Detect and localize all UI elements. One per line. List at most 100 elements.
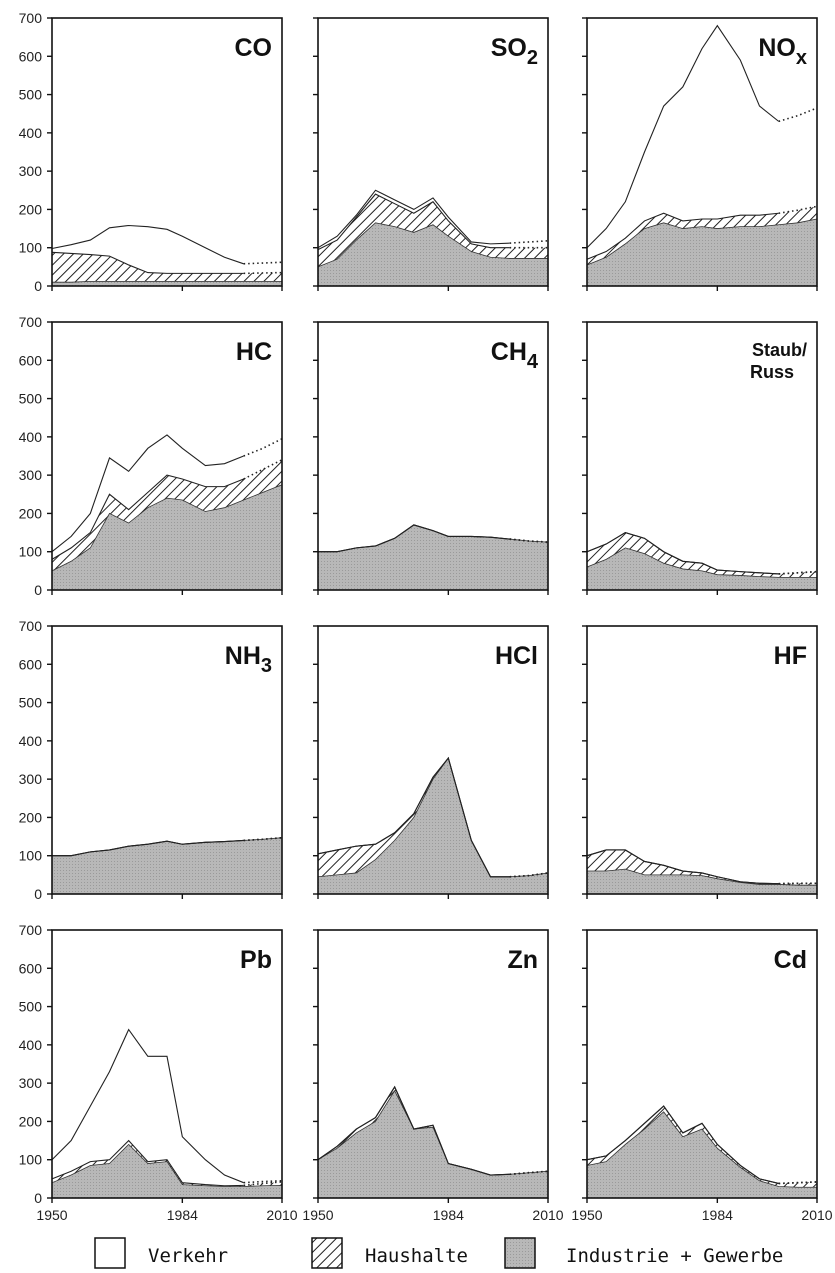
y-tick-label: 100 — [19, 544, 43, 560]
series-verkehr-line-projection — [243, 1179, 283, 1184]
legend-swatch-industrie — [504, 1237, 536, 1269]
panel-title-subscript: 4 — [527, 351, 539, 373]
series-haushalte-area — [52, 252, 282, 283]
panel-frame — [317, 17, 549, 287]
y-tick-label: 0 — [34, 1190, 42, 1206]
series-haushalte-line — [317, 756, 510, 878]
panel-frame — [51, 17, 283, 287]
series-verkehr-line — [317, 189, 510, 249]
series-haushalte-area — [587, 532, 817, 578]
y-tick-label: 600 — [19, 960, 43, 976]
panel-title: HCl — [495, 642, 538, 670]
series-haushalte-line — [586, 849, 779, 885]
panel-frame — [317, 625, 549, 895]
panel-title: SO2 — [491, 34, 538, 69]
series-verkehr-line-projection — [243, 261, 283, 265]
series-haushalte-line — [52, 839, 244, 857]
y-tick-label: 700 — [19, 314, 43, 330]
panel-title: CH4 — [491, 338, 539, 373]
x-tick-label: 1984 — [702, 1207, 733, 1223]
x-tick-label: 1984 — [167, 1207, 198, 1223]
panel-title-main: SO — [491, 34, 527, 62]
legend-swatch-haushalte — [311, 1237, 343, 1269]
series-haushalte-line-projection — [243, 271, 283, 275]
y-tick-label: 100 — [19, 240, 43, 256]
panel-hf: HF — [582, 625, 818, 899]
panel-title-main: Pb — [240, 946, 272, 974]
panel-title-main: NO — [758, 34, 796, 62]
panel-title-main: HC — [236, 338, 272, 366]
legend-label-verkehr: Verkehr — [148, 1245, 228, 1267]
panel-title-main: CO — [235, 34, 273, 62]
series-verkehr-line-projection — [509, 240, 549, 244]
y-tick-label: 600 — [19, 352, 43, 368]
series-verkehr-line — [586, 24, 780, 249]
panel-hc: 0 100 200 300 400 500 600 700 HC — [19, 314, 283, 598]
y-tick-label: 300 — [19, 771, 43, 787]
y-tick-label: 500 — [19, 391, 43, 407]
legend-label-haushalte: Haushalte — [365, 1245, 468, 1267]
y-tick-label: 0 — [34, 278, 42, 294]
panel-frame — [51, 929, 283, 1199]
x-tick-label: 1984 — [433, 1207, 464, 1223]
y-tick-label: 100 — [19, 1152, 43, 1168]
series-haushalte-line — [51, 474, 244, 560]
y-tick-label: 400 — [19, 125, 43, 141]
series-haushalte-line-projection — [778, 1181, 818, 1185]
legend-label-industrie: Industrie + Gewerbe — [566, 1245, 783, 1267]
y-tick-label: 700 — [19, 10, 43, 26]
panel-frame — [51, 625, 283, 895]
series-haushalte-line-projection — [243, 836, 283, 842]
panel-so2: SO2 — [313, 17, 549, 291]
series-haushalte-line — [51, 251, 244, 274]
series-haushalte-line — [51, 1139, 244, 1187]
series-industrie-area — [51, 1143, 283, 1199]
y-tick-label: 600 — [19, 48, 43, 64]
y-tick-label: 200 — [19, 1113, 43, 1129]
series-haushalte-line-projection — [243, 1181, 283, 1187]
y-tick-label: 500 — [19, 87, 43, 103]
series-haushalte-area — [587, 849, 817, 886]
series-haushalte-line-projection — [509, 1170, 549, 1176]
series-haushalte-line-projection — [509, 538, 549, 543]
y-tick-label: 600 — [19, 656, 43, 672]
series-haushalte-area — [318, 758, 548, 877]
series-industrie-area — [51, 837, 283, 895]
panel-title: CO — [235, 34, 273, 62]
x-tick-label: 1950 — [302, 1207, 333, 1223]
y-tick-label: 400 — [19, 733, 43, 749]
panel-frame — [317, 321, 549, 591]
legend-swatch-verkehr — [94, 1237, 126, 1269]
panel-cd: 1950 1984 2010 Cd — [571, 929, 833, 1223]
series-verkehr-line — [51, 1028, 244, 1184]
y-tick-label: 100 — [19, 848, 43, 864]
panel-frame — [317, 929, 549, 1199]
panel-staub: Staub/Russ — [582, 321, 818, 595]
series-verkehr-line-projection — [243, 438, 283, 457]
x-tick-label: 2010 — [266, 1207, 297, 1223]
y-tick-label: 0 — [34, 582, 42, 598]
series-haushalte-area — [318, 194, 548, 267]
y-tick-label: 500 — [19, 999, 43, 1015]
panel-zn: 1950 1984 2010 Zn — [302, 929, 564, 1223]
panel-co: 0 100 200 300 400 500 600 700 CO — [19, 10, 283, 294]
panel-frame — [51, 321, 283, 591]
panel-title-subscript: 3 — [261, 655, 272, 677]
panel-frame — [586, 17, 818, 287]
panel-nox: NOx — [582, 17, 818, 291]
y-tick-label: 400 — [19, 1037, 43, 1053]
panel-frame — [586, 929, 818, 1199]
panel-title: Zn — [507, 946, 538, 974]
panel-title-subscript: x — [796, 47, 807, 69]
x-tick-label: 2010 — [532, 1207, 563, 1223]
series-haushalte-line — [317, 1085, 510, 1176]
panel-title-main: CH — [491, 338, 527, 366]
panel-title: HF — [774, 642, 807, 670]
panel-frame — [586, 321, 818, 591]
series-haushalte-line-projection — [509, 872, 549, 878]
series-haushalte-line-projection — [778, 570, 818, 575]
y-tick-label: 300 — [19, 1075, 43, 1091]
x-tick-label: 1950 — [36, 1207, 67, 1223]
